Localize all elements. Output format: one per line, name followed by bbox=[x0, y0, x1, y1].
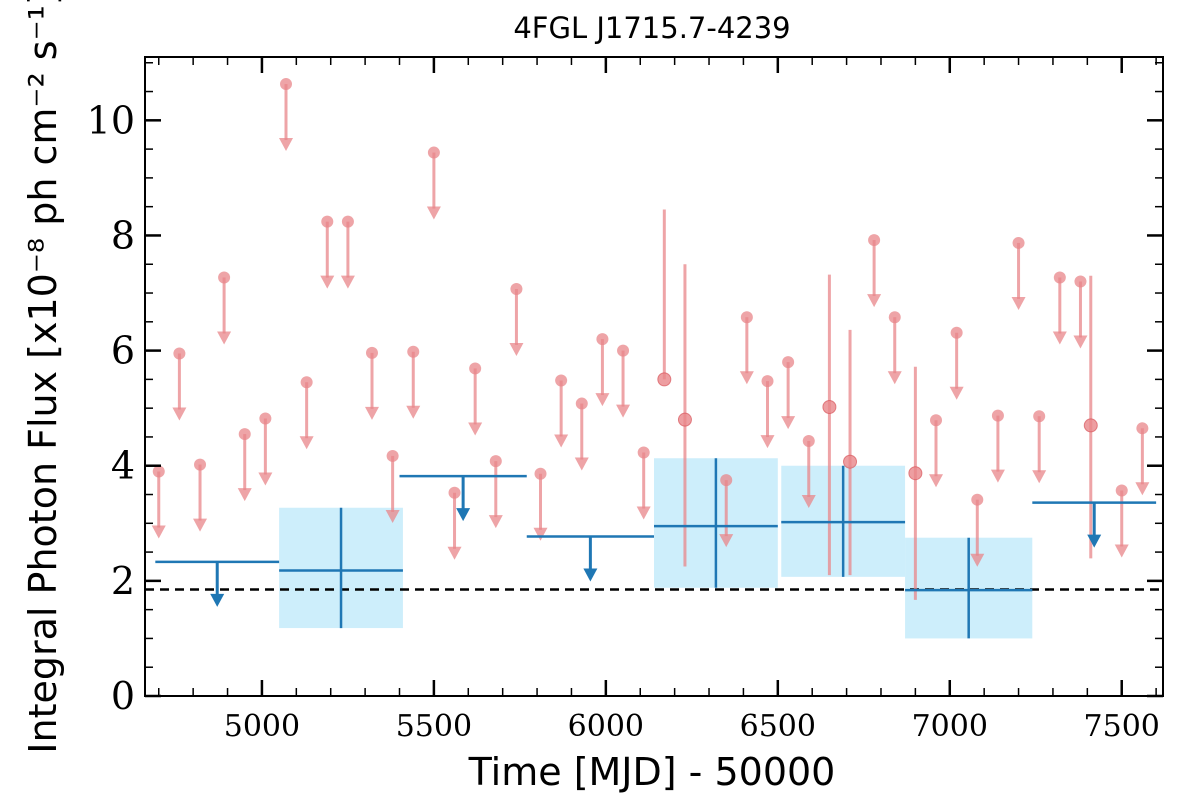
upper-limit-arrow-head bbox=[533, 527, 548, 541]
upper-limit-arrow-head bbox=[595, 393, 610, 407]
upper-limit-arrow-head bbox=[636, 506, 651, 520]
long-bin-upper-limit-arrow-head bbox=[583, 568, 598, 582]
long-bin-upper-limit-arrow-head bbox=[1087, 534, 1102, 548]
upper-limit-arrow-head bbox=[1135, 482, 1150, 496]
upper-limit-arrow-head bbox=[801, 494, 816, 508]
detection-point bbox=[822, 400, 837, 415]
upper-limit-arrow-head bbox=[739, 371, 754, 385]
upper-limit-arrow-head bbox=[719, 534, 734, 548]
upper-limit-arrow-head bbox=[468, 422, 483, 436]
upper-limit-arrow-head bbox=[279, 138, 294, 152]
upper-limit-arrow-head bbox=[760, 435, 775, 449]
upper-limit-arrow-head bbox=[1011, 296, 1026, 310]
y-tick-label: 10 bbox=[87, 98, 135, 142]
detection-point bbox=[657, 372, 672, 387]
plot-frame bbox=[144, 56, 1164, 697]
upper-limit-arrow-head bbox=[340, 275, 355, 289]
upper-limit-arrow-head bbox=[990, 469, 1005, 483]
upper-limit-arrow-head bbox=[364, 406, 379, 420]
detection-point bbox=[908, 466, 923, 481]
upper-limit-arrow-head bbox=[172, 407, 187, 421]
upper-limit-arrow-head bbox=[949, 386, 964, 400]
x-tick-label: 7500 bbox=[1084, 709, 1160, 744]
x-axis-label: Time [MJD] - 50000 bbox=[468, 750, 836, 794]
upper-limit-arrow-head bbox=[1052, 331, 1067, 345]
x-tick-label: 5000 bbox=[224, 709, 300, 744]
upper-limit-arrow-head bbox=[970, 553, 985, 567]
upper-limit-arrow-head bbox=[447, 546, 462, 560]
upper-limit-arrow-head bbox=[509, 342, 524, 356]
y-tick-label: 8 bbox=[111, 213, 135, 257]
x-tick-label: 5500 bbox=[396, 709, 472, 744]
upper-limit-arrow-head bbox=[554, 434, 569, 448]
upper-limit-arrow-head bbox=[426, 206, 441, 220]
x-tick-label: 6000 bbox=[568, 709, 644, 744]
upper-limit-arrow-head bbox=[217, 331, 232, 345]
y-tick-label: 2 bbox=[111, 559, 135, 603]
upper-limit-arrow-head bbox=[616, 404, 631, 418]
upper-limit-arrow-head bbox=[488, 515, 503, 529]
y-axis-label: Integral Photon Flux [x10⁻⁸ ph cm⁻² s⁻¹] bbox=[21, 0, 65, 754]
upper-limit-arrow-head bbox=[867, 294, 882, 308]
detection-point bbox=[843, 454, 858, 469]
x-tick-label: 6500 bbox=[740, 709, 816, 744]
upper-limit-arrow-head bbox=[151, 525, 166, 539]
upper-limit-arrow-head bbox=[1073, 335, 1088, 349]
upper-limit-arrow-head bbox=[887, 371, 902, 385]
chart-title: 4FGL J1715.7-4239 bbox=[513, 11, 790, 45]
upper-limit-arrow-head bbox=[781, 416, 796, 430]
upper-limit-arrow-head bbox=[193, 518, 208, 532]
upper-limit-arrow-head bbox=[406, 405, 421, 419]
long-bin-upper-limit-arrow-head bbox=[210, 593, 225, 607]
upper-limit-arrow-head bbox=[929, 474, 944, 488]
upper-limit-arrow-head bbox=[574, 457, 589, 471]
upper-limit-arrow-head bbox=[385, 509, 400, 523]
x-tick-label: 7000 bbox=[912, 709, 988, 744]
detection-point bbox=[1083, 418, 1098, 433]
upper-limit-arrow-head bbox=[1114, 544, 1129, 558]
y-tick-label: 6 bbox=[111, 329, 135, 373]
axes-layer: 5000 5500 6000 6500 7000 7500 0 2 4 6 8 10 bbox=[87, 56, 1164, 744]
upper-limit-arrow-head bbox=[237, 488, 252, 502]
y-tick-label: 4 bbox=[111, 444, 135, 488]
long-bin-upper-limit-arrow-head bbox=[456, 508, 471, 522]
upper-limit-arrow-head bbox=[320, 275, 335, 289]
upper-limit-arrow-head bbox=[299, 436, 314, 450]
detection-point bbox=[677, 412, 692, 427]
y-tick-label: 0 bbox=[111, 674, 135, 718]
upper-limit-arrow-head bbox=[258, 472, 273, 486]
long-bin-layer bbox=[155, 458, 1157, 639]
upper-limit-arrow-head bbox=[1032, 470, 1047, 484]
